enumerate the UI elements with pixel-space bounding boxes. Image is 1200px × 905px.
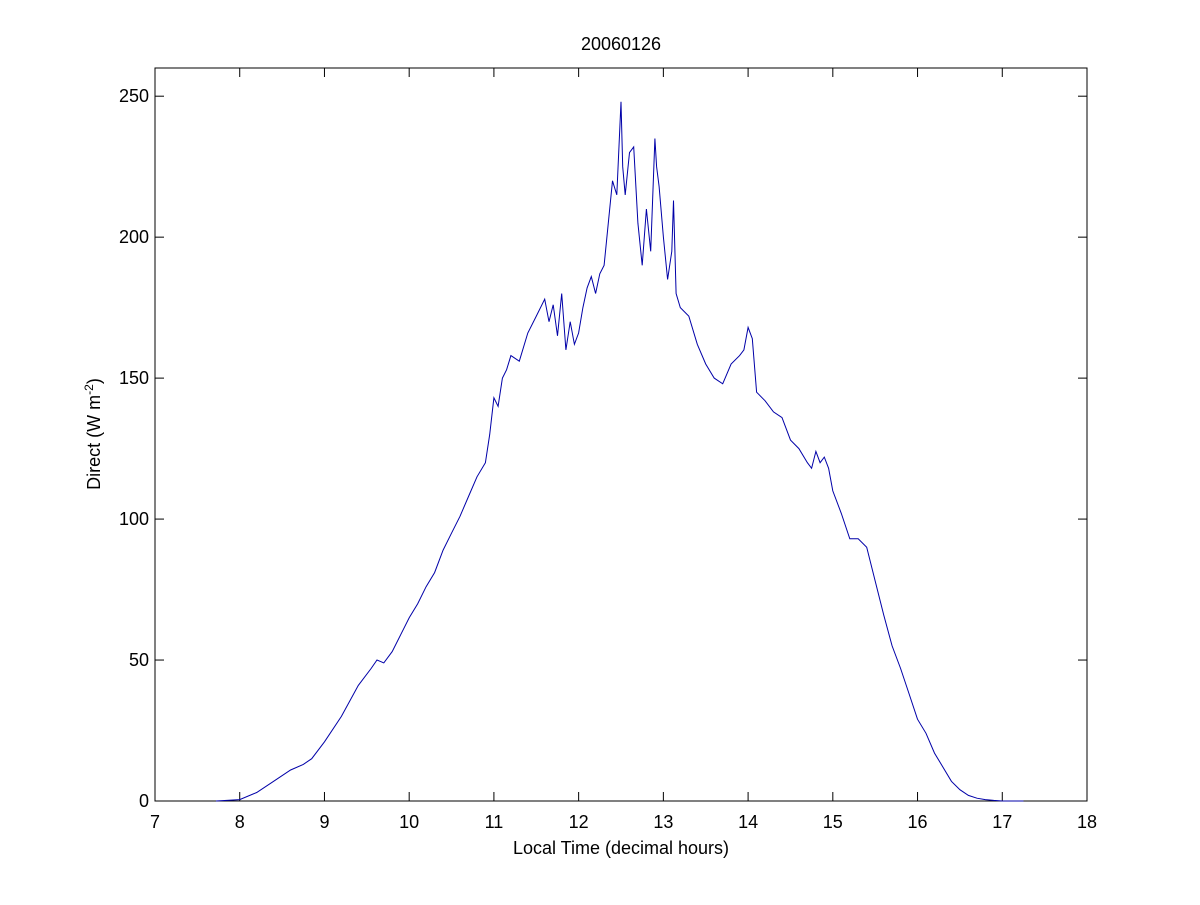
axis-tick-labels: 7 8 9 10 11 12 13 14 15 16 17 18 0 50 100 150 200 250	[119, 86, 1097, 832]
x-tick-label: 9	[319, 812, 329, 832]
y-tick-label: 250	[119, 86, 149, 106]
chart-title: 20060126	[581, 34, 661, 54]
x-tick-label: 15	[823, 812, 843, 832]
x-tick-label: 11	[485, 812, 504, 832]
x-tick-label: 12	[569, 812, 589, 832]
y-tick-label: 150	[119, 368, 149, 388]
axis-ticks	[154, 68, 1088, 802]
y-tick-label: 100	[119, 509, 149, 529]
x-tick-label: 18	[1077, 812, 1097, 832]
x-tick-label: 16	[908, 812, 928, 832]
x-tick-label: 17	[992, 812, 1012, 832]
y-axis-label: Direct (W m-2)	[82, 378, 104, 490]
x-axis-label: Local Time (decimal hours)	[513, 838, 729, 858]
x-tick-label: 10	[399, 812, 419, 832]
y-axis-label-text: Direct (W m	[84, 395, 104, 490]
y-axis-label-close: )	[84, 378, 104, 384]
y-tick-label: 50	[129, 650, 149, 670]
y-tick-label: 200	[119, 227, 149, 247]
x-tick-label: 13	[653, 812, 673, 832]
x-tick-label: 8	[235, 812, 245, 832]
series-line	[215, 101, 1024, 802]
y-tick-label: 0	[139, 791, 149, 811]
plot-area	[154, 67, 1088, 802]
x-tick-label: 14	[738, 812, 758, 832]
x-tick-label: 7	[150, 812, 160, 832]
y-axis-label-superscript: -2	[82, 384, 96, 395]
